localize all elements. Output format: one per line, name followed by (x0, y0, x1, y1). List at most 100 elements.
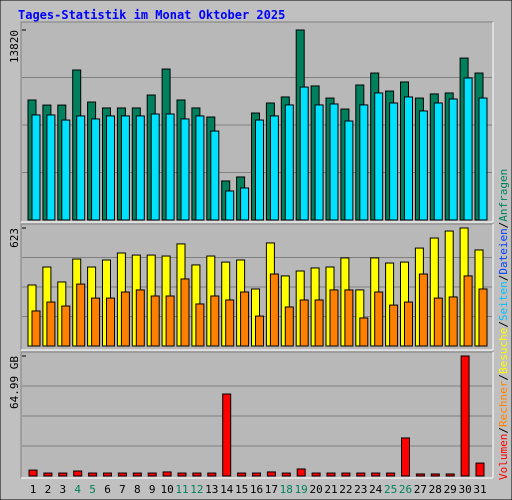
bar (150, 113, 160, 221)
bar (192, 472, 202, 477)
bar (31, 114, 41, 221)
bar (284, 104, 294, 221)
bar (404, 301, 413, 347)
x-tick-label: 19 (295, 483, 308, 496)
bar (478, 288, 488, 347)
bar (448, 296, 458, 347)
bar (460, 355, 470, 477)
x-tick-label: 30 (458, 483, 471, 496)
bar (314, 104, 324, 221)
legend-separator: / (497, 275, 510, 282)
bar (445, 473, 455, 477)
bar (296, 468, 306, 477)
bar (341, 472, 351, 477)
legend-entry: Volumen (497, 434, 510, 480)
bar (269, 115, 279, 221)
bar (359, 317, 369, 347)
bar (76, 283, 86, 347)
bar (43, 472, 53, 477)
bar (463, 77, 473, 221)
x-tick-label: 4 (74, 483, 81, 496)
legend: Volumen/Rechner/Besuche/Seiten/Dateien/A… (497, 169, 510, 480)
bar (106, 115, 115, 221)
bar (207, 472, 217, 477)
y-tick-label: 13820 (8, 30, 21, 63)
bar (195, 303, 205, 347)
bar (329, 289, 339, 347)
x-tick-label: 12 (190, 483, 203, 496)
legend-entry: Rechner (497, 380, 510, 427)
bar (88, 472, 98, 477)
legend-entry: Besuche (497, 328, 510, 374)
bar (237, 472, 247, 477)
bar (150, 295, 160, 347)
bar (359, 104, 369, 221)
bar (311, 472, 321, 477)
bar (135, 289, 145, 347)
x-tick-label: 9 (149, 483, 156, 496)
bar (91, 297, 101, 347)
bar (240, 187, 250, 221)
bar (448, 98, 458, 221)
bar (326, 472, 336, 477)
bar (180, 278, 190, 347)
bar (120, 115, 130, 221)
bar (58, 472, 68, 477)
bar (177, 472, 187, 477)
panel (20, 351, 494, 479)
bar (225, 299, 235, 347)
bar (475, 462, 485, 477)
bar (418, 110, 428, 221)
bar (386, 472, 396, 477)
bar (415, 473, 425, 477)
x-tick-label: 15 (235, 483, 248, 496)
y-tick-label: 623 (8, 228, 21, 248)
bar (31, 310, 41, 347)
x-tick-label: 8 (134, 483, 141, 496)
x-tick-label: 20 (309, 483, 322, 496)
bar (103, 472, 112, 477)
x-tick-label: 29 (444, 483, 457, 496)
x-tick-label: 13 (205, 483, 218, 496)
x-tick-label: 28 (429, 483, 442, 496)
bar (389, 102, 399, 221)
bar (252, 472, 261, 477)
bar (162, 471, 172, 477)
bar (433, 102, 443, 221)
x-tick-label: 16 (250, 483, 263, 496)
x-tick-label: 11 (175, 483, 188, 496)
legend-separator: / (497, 427, 510, 434)
bar (430, 473, 440, 477)
bar (255, 315, 264, 347)
legend-separator: / (497, 374, 510, 381)
bar (46, 301, 56, 347)
bar (91, 118, 101, 221)
legend-entry: Seiten (497, 281, 510, 321)
bar (374, 92, 384, 221)
bar (344, 289, 354, 347)
bar (210, 295, 220, 347)
chart-title: Tages-Statistik im Monat Oktober 2025 (18, 8, 285, 22)
bar (165, 295, 175, 347)
bar (73, 470, 83, 477)
bar (284, 306, 294, 347)
bar (180, 118, 190, 221)
x-tick-label: 7 (119, 483, 126, 496)
bar (165, 113, 175, 221)
bar (240, 291, 250, 347)
bar (314, 299, 324, 347)
y-tick-label: 64.99 GB (8, 356, 21, 409)
bar (344, 120, 354, 221)
x-tick-label: 14 (220, 483, 234, 496)
bar (374, 291, 384, 347)
x-tick-label: 6 (104, 483, 111, 496)
bar (61, 119, 71, 221)
bar (371, 472, 381, 477)
bar (210, 130, 220, 221)
x-tick-label: 18 (280, 483, 293, 496)
x-tick-label: 27 (414, 483, 427, 496)
x-tick-label: 1 (30, 483, 37, 496)
bar (135, 115, 145, 221)
bar (195, 115, 205, 221)
